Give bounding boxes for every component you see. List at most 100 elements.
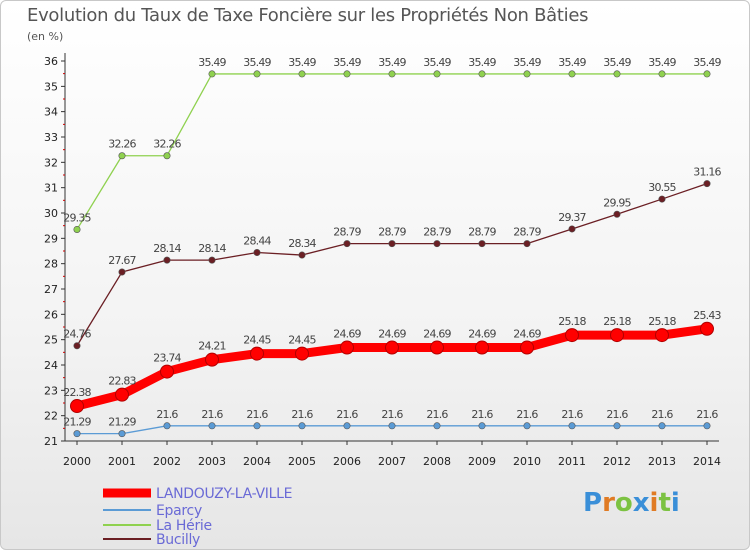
x-tick-label: 2005 <box>288 455 316 468</box>
data-point-bucilly <box>568 225 576 233</box>
x-tick-label: 2012 <box>603 455 631 468</box>
data-label-bucilly: 28.44 <box>243 235 271 248</box>
data-label-la-h-rie: 35.49 <box>513 56 541 69</box>
data-label-la-h-rie: 35.49 <box>603 56 631 69</box>
data-point-landouzy-la-ville <box>610 328 624 343</box>
data-point-landouzy-la-ville <box>655 328 669 343</box>
data-point-la-h-rie <box>433 70 441 78</box>
data-label-la-h-rie: 35.49 <box>243 56 271 69</box>
data-point-bucilly <box>703 180 711 188</box>
data-label-landouzy-la-ville: 24.45 <box>243 334 271 347</box>
data-point-landouzy-la-ville <box>430 340 444 355</box>
legend-label: Bucilly <box>156 532 200 548</box>
data-point-eparcy <box>388 422 396 430</box>
x-tick-label: 2011 <box>558 455 586 468</box>
data-point-landouzy-la-ville <box>295 346 309 361</box>
data-point-landouzy-la-ville <box>70 399 84 414</box>
data-point-landouzy-la-ville <box>700 321 714 336</box>
data-point-landouzy-la-ville <box>250 346 264 361</box>
data-label-bucilly: 29.37 <box>558 211 586 224</box>
legend-label: LANDOUZY-LA-VILLE <box>156 486 292 502</box>
y-tick-label: 28 <box>44 258 58 271</box>
data-point-landouzy-la-ville <box>115 387 129 402</box>
data-label-landouzy-la-ville: 24.69 <box>468 328 496 341</box>
y-tick-label: 25 <box>44 334 58 347</box>
data-point-landouzy-la-ville <box>340 340 354 355</box>
data-point-la-h-rie <box>388 70 396 78</box>
y-tick-label: 32 <box>44 156 58 169</box>
data-label-eparcy: 21.6 <box>696 408 718 421</box>
x-tick-label: 2013 <box>648 455 676 468</box>
data-label-bucilly: 27.67 <box>108 254 136 267</box>
data-label-la-h-rie: 35.49 <box>333 56 361 69</box>
data-point-landouzy-la-ville <box>205 352 219 367</box>
logo-letter: x <box>632 488 650 518</box>
data-label-landouzy-la-ville: 25.18 <box>603 315 631 328</box>
data-point-la-h-rie <box>73 225 81 233</box>
data-point-la-h-rie <box>478 70 486 78</box>
data-label-eparcy: 21.6 <box>156 408 178 421</box>
data-label-bucilly: 28.14 <box>198 242 226 255</box>
x-tick-label: 2002 <box>153 455 181 468</box>
data-label-eparcy: 21.6 <box>201 408 223 421</box>
data-point-eparcy <box>568 422 576 430</box>
x-tick-label: 2001 <box>108 455 136 468</box>
x-tick-label: 2003 <box>198 455 226 468</box>
data-label-eparcy: 21.6 <box>291 408 313 421</box>
y-tick-label: 34 <box>44 106 58 119</box>
data-label-landouzy-la-ville: 22.38 <box>63 386 91 399</box>
data-point-eparcy <box>163 422 171 430</box>
data-label-landouzy-la-ville: 24.69 <box>333 328 361 341</box>
data-label-eparcy: 21.6 <box>561 408 583 421</box>
y-tick-label: 27 <box>44 283 58 296</box>
data-label-la-h-rie: 35.49 <box>378 56 406 69</box>
data-label-la-h-rie: 32.26 <box>153 138 181 151</box>
y-tick-label: 23 <box>44 384 58 397</box>
y-tick-label: 21 <box>44 435 58 448</box>
data-point-la-h-rie <box>208 70 216 78</box>
data-label-landouzy-la-ville: 25.43 <box>693 309 721 322</box>
data-label-la-h-rie: 35.49 <box>468 56 496 69</box>
data-label-landouzy-la-ville: 24.69 <box>378 328 406 341</box>
data-label-landouzy-la-ville: 24.21 <box>198 340 226 353</box>
data-point-bucilly <box>253 249 261 257</box>
data-label-la-h-rie: 35.49 <box>198 56 226 69</box>
data-label-bucilly: 28.79 <box>333 226 361 239</box>
data-point-la-h-rie <box>118 152 126 160</box>
proxiti-logo[interactable]: Proxiti <box>583 488 680 518</box>
x-tick-label: 2000 <box>63 455 91 468</box>
data-label-eparcy: 21.6 <box>516 408 538 421</box>
logo-letter: r <box>602 488 615 518</box>
data-point-la-h-rie <box>523 70 531 78</box>
data-label-eparcy: 21.6 <box>246 408 268 421</box>
data-point-eparcy <box>208 422 216 430</box>
data-point-landouzy-la-ville <box>385 340 399 355</box>
y-tick-label: 33 <box>44 131 58 144</box>
data-point-bucilly <box>658 195 666 203</box>
data-point-bucilly <box>613 210 621 218</box>
data-label-landouzy-la-ville: 23.74 <box>153 352 181 365</box>
x-tick-label: 2009 <box>468 455 496 468</box>
data-point-bucilly <box>478 240 486 248</box>
data-label-bucilly: 28.79 <box>378 226 406 239</box>
data-label-eparcy: 21.6 <box>606 408 628 421</box>
data-point-eparcy <box>118 430 126 438</box>
data-label-landouzy-la-ville: 24.69 <box>513 328 541 341</box>
data-point-eparcy <box>253 422 261 430</box>
y-tick-label: 30 <box>44 207 58 220</box>
data-label-landouzy-la-ville: 25.18 <box>558 315 586 328</box>
data-point-eparcy <box>433 422 441 430</box>
data-label-landouzy-la-ville: 24.69 <box>423 328 451 341</box>
x-tick-label: 2006 <box>333 455 361 468</box>
logo-letter: P <box>583 488 603 518</box>
y-tick-label: 31 <box>44 182 58 195</box>
y-tick-label: 35 <box>44 80 58 93</box>
data-point-la-h-rie <box>298 70 306 78</box>
x-tick-label: 2007 <box>378 455 406 468</box>
chart-title: Evolution du Taux de Taxe Foncière sur l… <box>27 5 589 26</box>
logo-letter: i <box>670 488 680 518</box>
data-label-bucilly: 31.16 <box>693 166 721 179</box>
data-label-eparcy: 21.6 <box>426 408 448 421</box>
data-label-bucilly: 28.14 <box>153 242 181 255</box>
